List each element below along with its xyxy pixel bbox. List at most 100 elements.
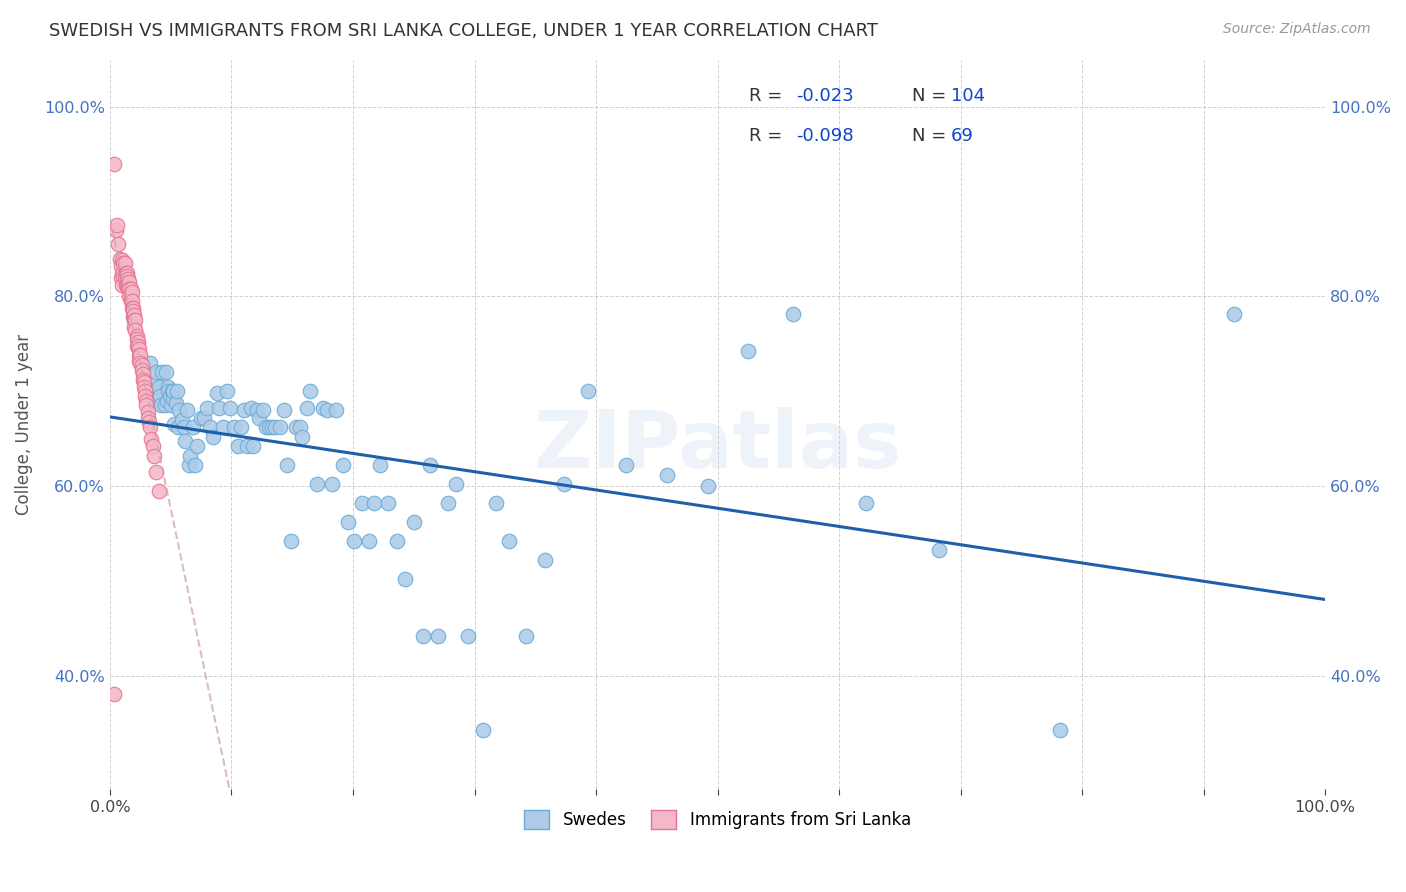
Point	[165, 395, 187, 409]
Point	[121, 294, 143, 309]
Point	[498, 533, 520, 548]
Point	[1049, 723, 1071, 738]
Point	[284, 420, 307, 434]
Point	[139, 420, 162, 434]
Point	[136, 405, 159, 419]
Text: N =: N =	[912, 128, 952, 145]
Point	[132, 373, 155, 387]
Point	[108, 252, 131, 266]
Point	[184, 458, 207, 472]
Point	[167, 420, 190, 434]
Point	[135, 384, 157, 399]
Text: -0.023: -0.023	[797, 87, 855, 105]
Point	[148, 483, 170, 498]
Point	[125, 332, 148, 346]
Point	[117, 282, 139, 296]
Point	[120, 294, 142, 309]
Point	[128, 354, 150, 368]
Point	[273, 403, 295, 417]
Point	[1223, 307, 1246, 321]
Point	[205, 386, 228, 401]
Point	[110, 270, 132, 285]
Point	[457, 629, 479, 643]
Point	[114, 268, 136, 283]
Point	[159, 389, 181, 403]
Point	[288, 420, 311, 434]
Point	[412, 629, 434, 643]
Point	[202, 430, 225, 444]
Point	[121, 285, 143, 299]
Point	[111, 278, 134, 293]
Point	[316, 403, 339, 417]
Point	[176, 403, 198, 417]
Point	[138, 415, 160, 429]
Point	[107, 237, 129, 252]
Point	[226, 439, 249, 453]
Point	[173, 420, 195, 434]
Text: 104: 104	[950, 87, 986, 105]
Point	[132, 379, 155, 393]
Point	[153, 399, 176, 413]
Point	[142, 449, 165, 463]
Point	[120, 289, 142, 303]
Point	[160, 384, 183, 399]
Point	[162, 392, 184, 406]
Point	[148, 379, 170, 393]
Point	[103, 157, 125, 171]
Point	[127, 339, 149, 353]
Point	[368, 458, 391, 472]
Point	[141, 432, 163, 446]
Point	[150, 399, 173, 413]
Point	[141, 439, 163, 453]
Point	[215, 384, 238, 399]
Point	[111, 266, 134, 280]
Point	[219, 401, 242, 416]
Point	[427, 629, 450, 643]
Point	[190, 410, 212, 425]
Point	[276, 458, 298, 472]
Point	[135, 393, 157, 408]
Point	[186, 439, 208, 453]
Point	[127, 334, 149, 349]
Point	[446, 477, 468, 491]
Point	[394, 572, 416, 586]
Point	[534, 553, 557, 567]
Point	[231, 420, 253, 434]
Point	[134, 384, 156, 399]
Point	[299, 384, 322, 399]
Point	[181, 420, 204, 434]
Point	[385, 533, 408, 548]
Point	[737, 344, 759, 359]
Text: ZIPatlas: ZIPatlas	[533, 408, 901, 485]
Point	[128, 342, 150, 356]
Point	[118, 282, 141, 296]
Point	[257, 420, 280, 434]
Point	[321, 477, 343, 491]
Point	[782, 307, 804, 321]
Point	[111, 253, 134, 268]
Point	[129, 348, 152, 362]
Point	[177, 458, 200, 472]
Point	[472, 723, 495, 738]
Point	[167, 403, 190, 417]
Point	[112, 256, 135, 270]
Point	[155, 365, 177, 379]
Text: 69: 69	[950, 128, 974, 145]
Text: R =: R =	[749, 128, 789, 145]
Point	[157, 384, 180, 399]
Point	[236, 439, 259, 453]
Point	[132, 375, 155, 389]
Point	[252, 403, 274, 417]
Point	[337, 515, 360, 529]
Point	[239, 401, 262, 416]
Point	[485, 496, 508, 510]
Point	[115, 278, 138, 293]
Point	[145, 365, 167, 379]
Point	[402, 515, 425, 529]
Text: R =: R =	[749, 87, 789, 105]
Point	[145, 375, 167, 389]
Point	[122, 301, 145, 315]
Point	[115, 266, 138, 280]
Point	[343, 533, 366, 548]
Point	[136, 410, 159, 425]
